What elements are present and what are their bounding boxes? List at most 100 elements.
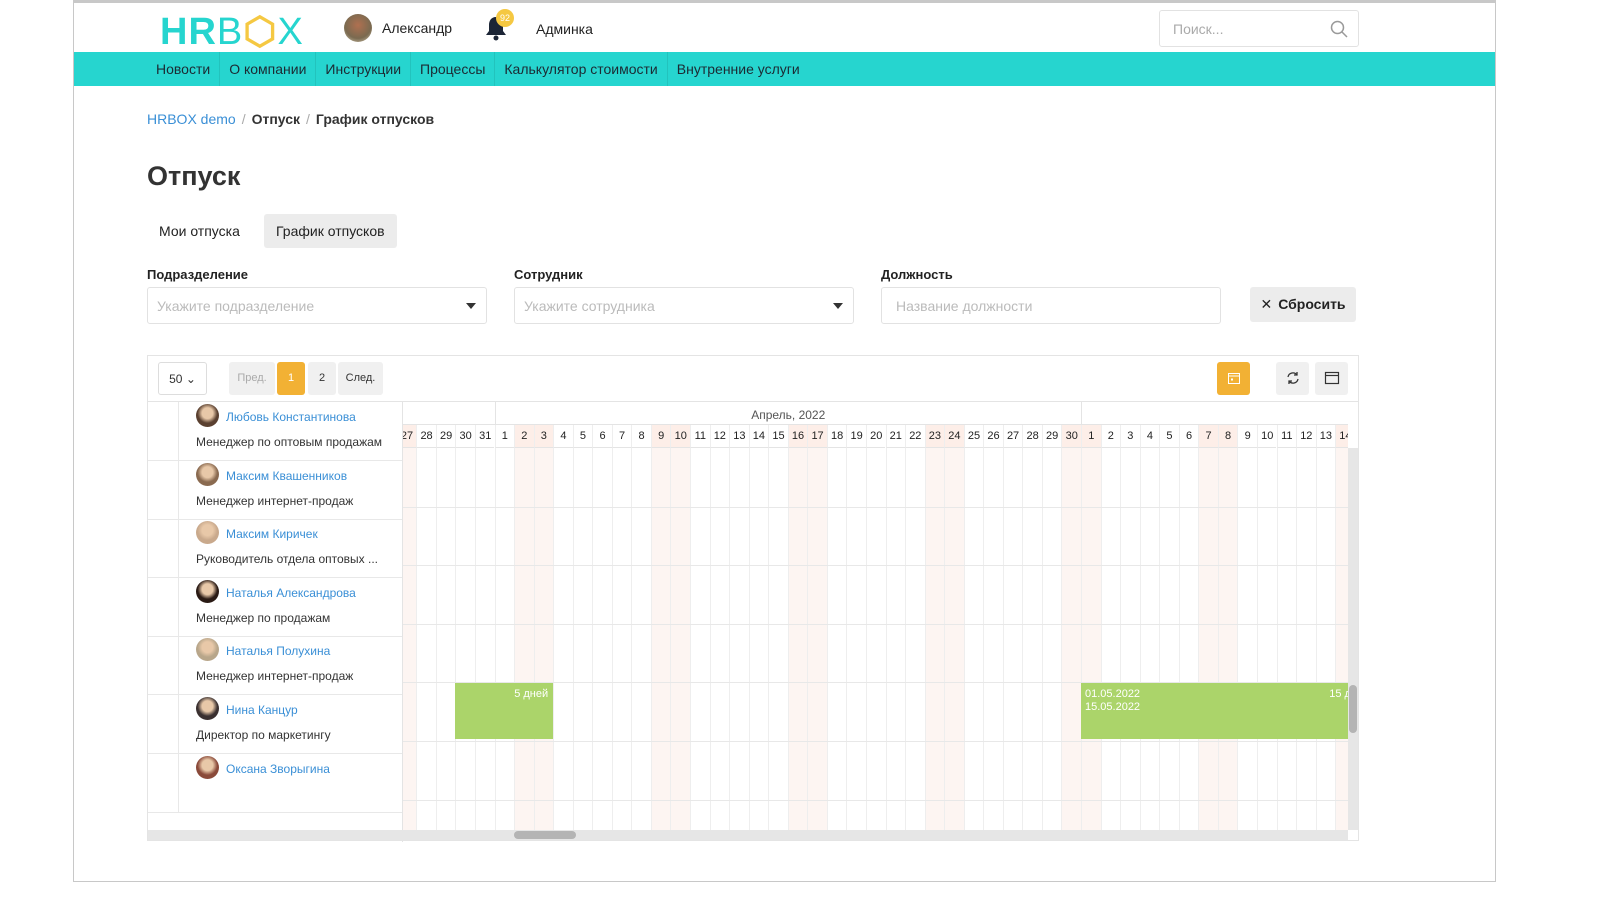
employee-name-link[interactable]: Любовь Константинова [226, 410, 356, 424]
weekend-column [650, 425, 671, 830]
employee-avatar [196, 579, 219, 603]
position-label: Должность [881, 267, 953, 282]
employee-cell: Оксана Зворыгина [178, 753, 402, 812]
row-divider [403, 682, 1348, 684]
row-divider [403, 506, 1348, 508]
employee-select[interactable]: Укажите сотрудника [514, 287, 854, 324]
day-header: 7 [611, 425, 632, 448]
chevron-down-icon: ⌄ [185, 372, 196, 386]
nav-processes[interactable]: Процессы [411, 52, 496, 86]
day-header: 29 [435, 425, 456, 448]
breadcrumb-home[interactable]: HRBOX demo [147, 111, 236, 127]
vacation-bar[interactable]: 5 дней [455, 683, 554, 739]
month-header: Апрель, 2022 [494, 402, 1081, 425]
employee-name-link[interactable]: Наталья Александрова [226, 585, 356, 600]
day-column [963, 425, 984, 830]
user-avatar [344, 14, 372, 42]
fullscreen-icon[interactable] [1315, 362, 1348, 395]
page-2-button[interactable]: 2 [308, 362, 336, 395]
employee-name-link[interactable]: Максим Киричек [226, 527, 318, 542]
employee-name-link[interactable]: Оксана Зворыгина [226, 761, 330, 776]
vertical-scrollbar[interactable] [1348, 448, 1358, 830]
department-select[interactable]: Укажите подразделение [147, 287, 487, 324]
day-header: 2 [1100, 425, 1121, 448]
day-column [494, 425, 515, 830]
employee-cell: Наталья Александрова Менеджер по продажа… [178, 577, 402, 636]
employee-position: Менеджер по оптовым продажам [196, 435, 383, 449]
day-header: 5 [572, 425, 593, 448]
employee-name-link[interactable]: Нина Канцур [226, 703, 298, 717]
employee-avatar [196, 697, 219, 720]
page-size-value: 50 [169, 372, 183, 386]
day-column [435, 425, 456, 830]
employee-row: Оксана Зворыгина [148, 753, 402, 813]
day-column [885, 425, 906, 830]
chevron-down-icon [466, 303, 476, 309]
day-column [1139, 425, 1160, 830]
position-input[interactable]: Название должности [881, 287, 1221, 324]
horizontal-scrollbar[interactable] [148, 830, 1348, 840]
weekend-column [1217, 425, 1238, 830]
vertical-scrollbar-thumb[interactable] [1349, 685, 1357, 733]
page-title: Отпуск [147, 161, 241, 191]
employee-avatar [196, 521, 219, 545]
admin-link[interactable]: Админка [536, 21, 593, 37]
day-column [1256, 425, 1277, 830]
day-header: 8 [631, 425, 651, 448]
horizontal-scrollbar-thumb[interactable] [514, 831, 576, 839]
day-column [1100, 425, 1121, 830]
day-column [455, 425, 475, 830]
day-header: 18 [826, 425, 847, 448]
day-header: 27 [403, 425, 417, 448]
page-size-select[interactable]: 50 ⌄ [158, 362, 207, 395]
breadcrumb-vacation[interactable]: Отпуск [251, 111, 301, 127]
tab-vacation-schedule[interactable]: График отпусков [264, 214, 397, 248]
nav-instructions[interactable]: Инструкции [316, 52, 412, 86]
user-menu[interactable]: Александр [344, 14, 452, 42]
tab-my-vacations[interactable]: Мои отпуска [159, 223, 240, 239]
vacation-bar[interactable]: 01.05.2022 15.05.2022 15 дней [1081, 683, 1348, 739]
calendar-icon[interactable] [1217, 362, 1250, 395]
employee-name-link[interactable]: Максим Квашенников [226, 468, 348, 483]
nav-calculator[interactable]: Калькулятор стоимости [495, 52, 668, 86]
close-icon: ✕ [1260, 296, 1273, 312]
department-placeholder: Укажите подразделение [157, 298, 315, 314]
day-header: 27 [1002, 425, 1023, 448]
prev-page-button[interactable]: Пред. [229, 362, 275, 395]
day-header: 14 [748, 425, 769, 448]
day-column [1276, 425, 1297, 830]
refresh-icon[interactable] [1276, 362, 1309, 395]
employee-name-link[interactable]: Наталья Полухина [226, 644, 331, 659]
day-header: 11 [690, 425, 710, 448]
day-column [611, 425, 632, 830]
page-1-button[interactable]: 1 [277, 362, 305, 395]
position-placeholder: Название должности [896, 298, 1033, 314]
day-column [729, 425, 749, 830]
nav-services[interactable]: Внутренние услуги [676, 61, 800, 77]
day-header: 20 [865, 425, 886, 448]
employee-row: Максим Квашенников Менеджер интернет-про… [148, 460, 402, 520]
day-column [553, 425, 573, 830]
search-input[interactable]: Поиск... [1159, 10, 1359, 47]
search-icon[interactable] [1330, 20, 1348, 38]
next-page-button[interactable]: След. [338, 362, 383, 395]
weekend-column [670, 425, 690, 830]
day-header: 28 [1022, 425, 1042, 448]
reset-button[interactable]: ✕ Сбросить [1250, 287, 1356, 322]
nav-news[interactable]: Новости [147, 52, 221, 86]
day-header: 25 [963, 425, 984, 448]
breadcrumb: HRBOX demo / Отпуск / График отпусков [147, 111, 435, 127]
day-column [474, 425, 495, 830]
day-column [865, 425, 886, 830]
schedule-panel: 50 ⌄ Пред. 1 2 След. Любовь Константинов… [147, 355, 1359, 842]
day-header: 28 [416, 425, 436, 448]
row-divider [403, 741, 1348, 742]
nav-about[interactable]: О компании [220, 52, 317, 86]
day-header: 17 [807, 425, 827, 448]
day-column [690, 425, 710, 830]
employee-cell: Наталья Полухина Менеджер интернет-прода… [178, 636, 402, 695]
hrbox-logo[interactable]: HRB⬡X [160, 11, 304, 53]
employee-avatar [196, 638, 219, 662]
day-column [905, 425, 925, 830]
day-column [983, 425, 1003, 830]
